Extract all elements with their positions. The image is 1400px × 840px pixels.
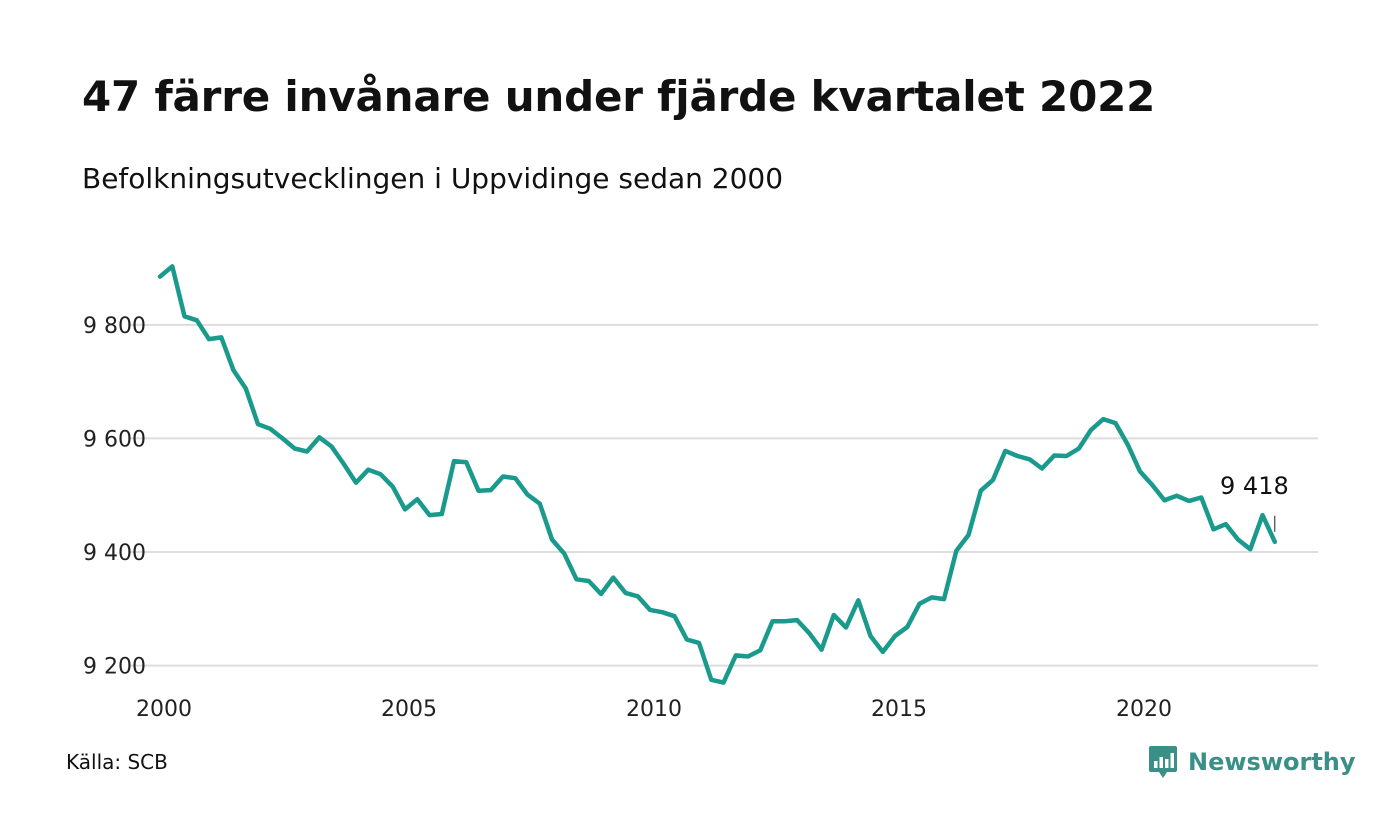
series-layer (157, 264, 1278, 685)
y-tick-label: 9 600 (83, 427, 146, 452)
x-tick-label: 2005 (381, 697, 437, 722)
y-axis-ticks: 9 200 9 400 9 600 9 800 (83, 314, 146, 680)
x-tick-label: 2010 (626, 697, 682, 722)
brand-logo: Newsworthy (1148, 744, 1356, 780)
y-tick-label: 9 200 (83, 655, 146, 680)
y-tick-label: 9 400 (83, 541, 146, 566)
x-axis-ticks: 2000 2005 2010 2015 2020 (136, 697, 1172, 722)
x-tick-label: 2015 (871, 697, 927, 722)
chart-subtitle: Befolkningsutvecklingen i Uppvidinge sed… (82, 162, 784, 195)
y-tick-label: 9 800 (83, 314, 146, 339)
x-tick-label: 2020 (1116, 697, 1172, 722)
brand-name: Newsworthy (1188, 748, 1356, 776)
chart-title: 47 färre invånare under fjärde kvartalet… (82, 72, 1156, 121)
newsworthy-logo-icon (1149, 746, 1177, 778)
series-line (157, 264, 1278, 685)
end-value-label: 9 418 (1220, 472, 1289, 500)
x-tick-label: 2000 (136, 697, 192, 722)
source-note: Källa: SCB (66, 750, 168, 774)
grid-lines (130, 323, 1318, 667)
end-label-layer: 9 418 (1220, 472, 1289, 532)
